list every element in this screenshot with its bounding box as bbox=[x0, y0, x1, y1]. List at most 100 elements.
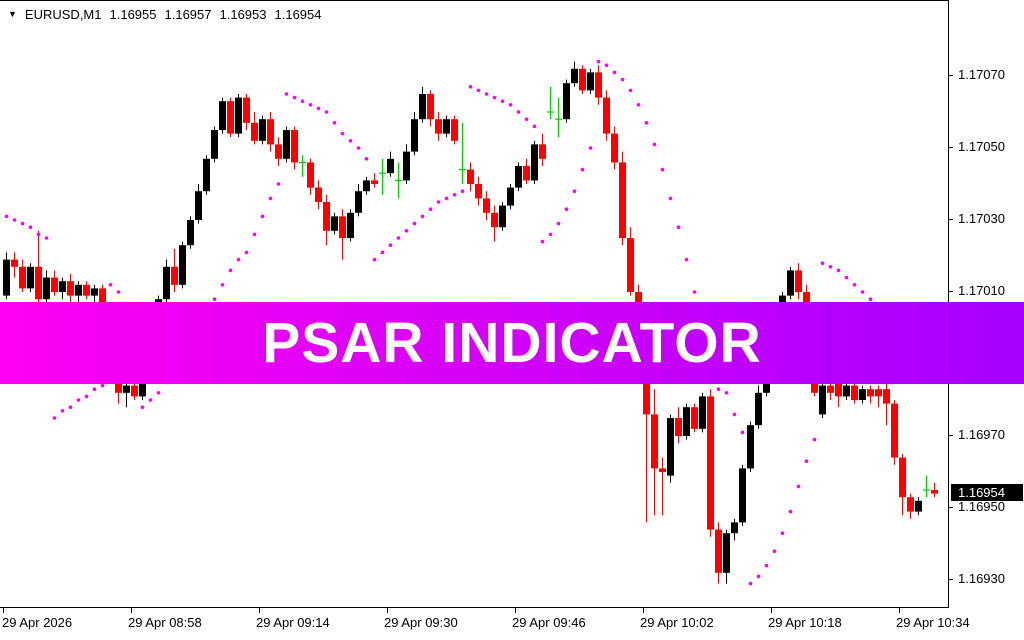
psar-dot bbox=[628, 88, 633, 93]
candle-body bbox=[883, 389, 890, 404]
psar-dot bbox=[276, 182, 281, 186]
candle-body bbox=[51, 277, 58, 292]
candle-body bbox=[43, 277, 50, 300]
candle-body bbox=[795, 270, 802, 292]
psar-dot bbox=[860, 290, 865, 294]
psar-dot bbox=[324, 110, 329, 114]
candle-body bbox=[483, 198, 490, 213]
candle-body bbox=[651, 414, 658, 469]
psar-dot bbox=[692, 290, 697, 294]
price-tick bbox=[949, 579, 953, 580]
psar-dot bbox=[244, 250, 249, 255]
psar-dot bbox=[68, 405, 73, 410]
psar-dot bbox=[60, 409, 65, 413]
candle-body bbox=[515, 166, 522, 188]
candle-body bbox=[475, 184, 482, 199]
candle-body bbox=[339, 216, 346, 238]
psar-dot bbox=[156, 391, 161, 395]
psar-dot bbox=[52, 416, 57, 420]
psar-dot bbox=[116, 290, 121, 294]
candle-body bbox=[67, 281, 74, 296]
psar-dot bbox=[588, 146, 593, 150]
price-tick bbox=[949, 147, 953, 148]
candle-body bbox=[707, 396, 714, 530]
psar-dot bbox=[868, 297, 873, 302]
price-axis-label: 1.17030 bbox=[958, 211, 1005, 226]
psar-dot bbox=[660, 167, 665, 172]
psar-dot bbox=[212, 297, 217, 302]
candle-body bbox=[275, 144, 282, 159]
psar-dot bbox=[676, 225, 681, 229]
candle-body bbox=[3, 259, 10, 296]
candle-body bbox=[59, 281, 66, 292]
candle-body bbox=[419, 94, 426, 120]
psar-dot bbox=[228, 268, 233, 273]
psar-dot bbox=[748, 581, 753, 586]
psar-dot bbox=[44, 236, 49, 240]
psar-dot bbox=[652, 142, 657, 147]
price-axis-label: 1.17050 bbox=[958, 139, 1005, 154]
candle-body bbox=[355, 191, 362, 213]
psar-dot bbox=[420, 214, 425, 219]
psar-dot bbox=[84, 394, 89, 399]
psar-dot bbox=[428, 207, 433, 211]
collapse-quotes-icon[interactable]: ▼ bbox=[8, 9, 17, 19]
psar-dot bbox=[540, 239, 545, 244]
candle-body bbox=[211, 130, 218, 159]
time-axis-label: 29 Apr 09:46 bbox=[512, 615, 586, 630]
price-tick bbox=[949, 75, 953, 76]
psar-dot bbox=[468, 85, 473, 89]
psar-dot bbox=[772, 549, 777, 553]
psar-dot bbox=[548, 232, 553, 237]
psar-dot bbox=[572, 189, 577, 193]
candle-body bbox=[435, 119, 442, 134]
psar-dot bbox=[412, 221, 417, 226]
psar-dot bbox=[380, 250, 385, 255]
psar-dot bbox=[452, 193, 457, 197]
psar-dot bbox=[732, 412, 737, 417]
price-axis-label: 1.16930 bbox=[958, 571, 1005, 586]
candle-body bbox=[403, 151, 410, 181]
candle-body bbox=[699, 396, 706, 429]
psar-dot bbox=[716, 387, 721, 392]
banner-title: PSAR INDICATOR bbox=[262, 311, 762, 375]
quote-close: 1.16954 bbox=[274, 7, 322, 22]
psar-dot bbox=[316, 106, 321, 111]
time-axis[interactable]: 29 Apr 2026 29 Apr 08:58 29 Apr 09:14 29 Ap… bbox=[0, 608, 1024, 640]
candle-body bbox=[835, 382, 842, 397]
psar-dot bbox=[604, 63, 609, 67]
candle-body bbox=[571, 68, 578, 84]
candle-body bbox=[659, 468, 666, 472]
psar-dot bbox=[820, 261, 825, 266]
psar-dot bbox=[812, 437, 817, 442]
quote-high: 1.16957 bbox=[164, 7, 212, 22]
psar-dot bbox=[436, 200, 441, 204]
candle-body bbox=[171, 266, 178, 285]
psar-dot bbox=[740, 430, 745, 435]
candle-body bbox=[843, 385, 850, 397]
psar-dot bbox=[668, 196, 673, 201]
candle-body bbox=[859, 389, 866, 400]
time-tick bbox=[899, 608, 900, 613]
time-axis-label: 29 Apr 08:58 bbox=[128, 615, 202, 630]
candle-body bbox=[675, 418, 682, 436]
psar-dot bbox=[684, 257, 689, 262]
candle-body bbox=[619, 162, 626, 238]
psar-dot bbox=[788, 509, 793, 514]
candle-body bbox=[427, 94, 434, 120]
candle-body bbox=[875, 389, 882, 397]
psar-dot bbox=[780, 531, 785, 535]
price-tick bbox=[949, 291, 953, 292]
psar-dot bbox=[140, 405, 145, 410]
psar-dot bbox=[556, 221, 561, 226]
price-tick bbox=[949, 219, 953, 220]
psar-dot bbox=[532, 124, 537, 129]
psar-dot bbox=[148, 398, 153, 402]
psar-dot bbox=[724, 391, 729, 395]
candle-body bbox=[595, 72, 602, 98]
time-axis-label: 29 Apr 10:18 bbox=[768, 615, 842, 630]
candle-body bbox=[187, 220, 194, 246]
psar-dot bbox=[332, 121, 337, 125]
candle-body bbox=[123, 385, 130, 393]
